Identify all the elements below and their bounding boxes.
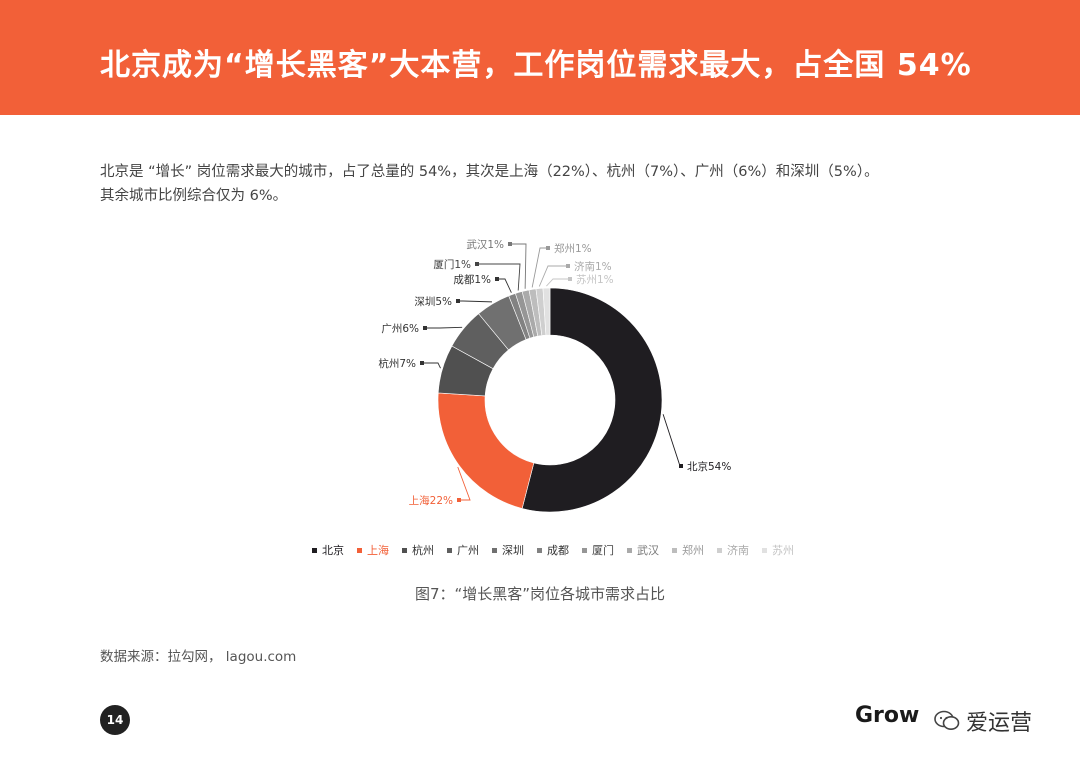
figure-caption: 图7：“增长黑客”岗位各城市需求占比: [414, 585, 666, 603]
legend-label-5: 成都: [547, 544, 569, 557]
donut-chart: 北京54% 上海22% 杭州7% 广州6% 深圳5%成都1% 厦门1% 武汉1% 郑州1% 济南…: [378, 238, 731, 513]
data-label-4: 深圳5%: [414, 296, 452, 308]
legend-swatch-8: [672, 547, 677, 553]
leader-line-9: [538, 265, 568, 287]
legend-item-8: 郑州: [672, 542, 704, 558]
leader-marker-1: [457, 498, 461, 502]
leader-marker-4: [456, 299, 460, 303]
legend-label-0: 北京: [322, 544, 344, 557]
legend-swatch-6: [582, 547, 587, 553]
data-label-9: 济南1%: [574, 260, 612, 273]
data-label-0: 北京54%: [687, 460, 731, 473]
data-label-2: 杭州7%: [378, 357, 416, 370]
legend-swatch-3: [447, 547, 452, 553]
legend-swatch-0: [312, 547, 317, 553]
description-line-1: 北京是 “增长” 岗位需求最大的城市，占了总量的 54%，其次是上海（22%）、…: [100, 164, 879, 180]
legend-item-4: 深圳: [492, 542, 524, 558]
wechat-icon: [934, 710, 960, 730]
legend-swatch-10: [762, 547, 767, 553]
legend-swatch-4: [492, 547, 497, 553]
donut-slice-0: [521, 287, 663, 513]
watermark-text: 爱运营: [966, 711, 1033, 736]
chart-legend: 北京 上海 杭州 广州 深圳 成都 厦门 武汉 郑州 济南 苏州: [312, 542, 807, 558]
legend-swatch-5: [537, 547, 542, 553]
legend-item-9: 济南: [717, 542, 749, 558]
legend-label-8: 郑州: [682, 544, 704, 557]
leader-marker-6: [475, 262, 479, 266]
legend-swatch-1: [357, 547, 362, 553]
legend-swatch-9: [717, 547, 722, 553]
description: 北京是 “增长” 岗位需求最大的城市，占了总量的 54%，其次是上海（22%）、…: [100, 160, 1000, 208]
leader-line-5: [497, 278, 512, 293]
donut-slice-1: [437, 392, 535, 509]
legend-label-10: 苏州: [772, 544, 794, 557]
leader-marker-9: [566, 264, 570, 268]
data-label-5: 成都1%: [453, 274, 491, 286]
donut-slice-10: [542, 287, 551, 336]
legend-item-6: 厦门: [582, 542, 614, 558]
leader-marker-0: [679, 464, 683, 468]
leader-line-3: [425, 326, 463, 329]
legend-label-9: 济南: [727, 544, 749, 557]
brand-logo: Grow: [855, 703, 920, 728]
page-title: 北京成为“增长黑客”大本营，工作岗位需求最大，占全国 54%: [100, 48, 972, 83]
leader-line-10: [546, 278, 570, 287]
description-line-2: 其余城市比例综合仅为 6%。: [100, 188, 288, 204]
watermark: 爱运营: [930, 705, 1037, 737]
page-number: 14: [100, 705, 130, 735]
leader-line-6: [477, 263, 521, 291]
legend-item-3: 广州: [447, 542, 479, 558]
legend-swatch-2: [402, 547, 407, 553]
legend-label-7: 武汉: [637, 544, 659, 557]
leader-line-8: [531, 247, 548, 288]
leader-marker-3: [423, 326, 427, 330]
data-label-1: 上海22%: [409, 494, 453, 507]
leader-marker-8: [546, 246, 550, 250]
legend-label-6: 厦门: [592, 544, 614, 557]
leader-line-1: [457, 466, 471, 501]
data-label-7: 武汉1%: [466, 238, 504, 251]
legend-swatch-7: [627, 547, 632, 553]
leader-line-4: [458, 300, 492, 303]
legend-label-1: 上海: [367, 544, 389, 557]
legend-item-0: 北京: [312, 542, 344, 558]
data-label-6: 厦门1%: [433, 258, 471, 271]
legend-item-1: 上海: [357, 542, 389, 558]
data-source: 数据来源：拉勾网， lagou.com: [100, 649, 297, 665]
header-banner: 北京成为“增长黑客”大本营，工作岗位需求最大，占全国 54%: [0, 0, 1080, 115]
legend-item-10: 苏州: [762, 542, 794, 558]
leader-marker-2: [420, 361, 424, 365]
data-label-8: 郑州1%: [554, 242, 592, 255]
data-label-3: 广州6%: [381, 323, 419, 335]
leader-marker-10: [568, 277, 572, 281]
legend-item-7: 武汉: [627, 542, 659, 558]
legend-label-2: 杭州: [412, 544, 434, 557]
leader-line-7: [510, 243, 527, 289]
leader-line-0: [662, 414, 681, 467]
legend-label-3: 广州: [457, 544, 479, 557]
leader-marker-5: [495, 277, 499, 281]
legend-label-4: 深圳: [502, 544, 524, 557]
data-label-10: 苏州1%: [576, 273, 614, 286]
legend-item-5: 成都: [537, 542, 569, 558]
leader-marker-7: [508, 242, 512, 246]
legend-item-2: 杭州: [402, 542, 434, 558]
leader-line-2: [422, 362, 441, 369]
